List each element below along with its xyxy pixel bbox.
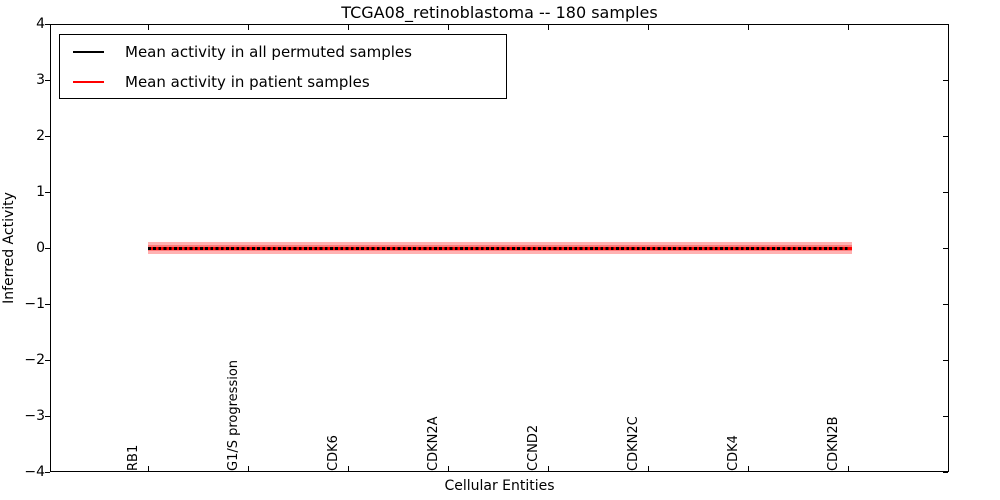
y-tick-mark-right [943,247,948,249]
x-tick-mark-top [847,25,849,30]
y-tick-mark-right [943,471,948,473]
x-tick-mark-bottom [547,466,549,471]
patient-legend-label: Mean activity in patient samples [125,72,370,91]
x-tick-mark-top [647,25,649,30]
x-tick-mark-bottom [347,466,349,471]
x-tick-label: CDKN2B [826,416,841,471]
y-tick-label: −4 [24,464,45,480]
x-tick-mark-bottom [247,466,249,471]
y-tick-label: −2 [24,352,45,368]
y-tick-label: 2 [36,128,45,144]
y-tick-mark-right [943,303,948,305]
y-tick-mark-right [943,23,948,25]
legend: Mean activity in all permuted samples Me… [59,34,507,99]
y-tick-label: 3 [36,72,45,88]
y-tick-mark-left [45,191,50,193]
x-tick-label: CDK6 [326,435,341,471]
x-tick-mark-bottom [147,466,149,471]
y-tick-mark-left [45,79,50,81]
x-tick-mark-bottom [847,466,849,471]
y-tick-mark-right [943,415,948,417]
x-tick-mark-bottom [747,466,749,471]
y-tick-mark-right [943,135,948,137]
y-tick-mark-left [45,135,50,137]
x-tick-mark-top [547,25,549,30]
legend-row-patient: Mean activity in patient samples [60,67,506,97]
x-axis-label: Cellular Entities [444,478,555,494]
y-tick-mark-right [943,79,948,81]
chart-title: TCGA08_retinoblastoma -- 180 samples [341,3,658,22]
y-tick-label: −3 [24,408,45,424]
y-tick-label: −1 [24,296,45,312]
x-tick-label: CCND2 [526,424,541,471]
y-tick-mark-left [45,415,50,417]
y-tick-mark-left [45,247,50,249]
x-tick-mark-top [247,25,249,30]
y-tick-mark-right [943,359,948,361]
x-tick-mark-top [447,25,449,30]
x-tick-mark-top [347,25,349,30]
legend-row-permuted: Mean activity in all permuted samples [60,37,506,67]
x-tick-mark-top [747,25,749,30]
y-tick-mark-right [943,191,948,193]
y-tick-label: 4 [36,16,45,32]
x-tick-label: CDKN2C [626,416,641,471]
y-tick-label: 1 [36,184,45,200]
y-tick-mark-left [45,303,50,305]
y-tick-mark-left [45,359,50,361]
permuted-legend-line [73,50,104,53]
x-tick-mark-bottom [447,466,449,471]
x-tick-label: CDKN2A [426,416,441,471]
permuted-mean-line [148,246,849,250]
x-tick-mark-bottom [647,466,649,471]
x-tick-label: RB1 [126,444,141,471]
x-tick-mark-top [147,25,149,30]
x-tick-label: G1/S progression [226,359,241,471]
x-tick-label: CDK4 [726,435,741,471]
y-tick-mark-left [45,471,50,473]
permuted-legend-label: Mean activity in all permuted samples [125,42,412,61]
patient-legend-line [73,80,104,83]
y-tick-label: 0 [36,240,45,256]
y-tick-mark-left [45,23,50,25]
